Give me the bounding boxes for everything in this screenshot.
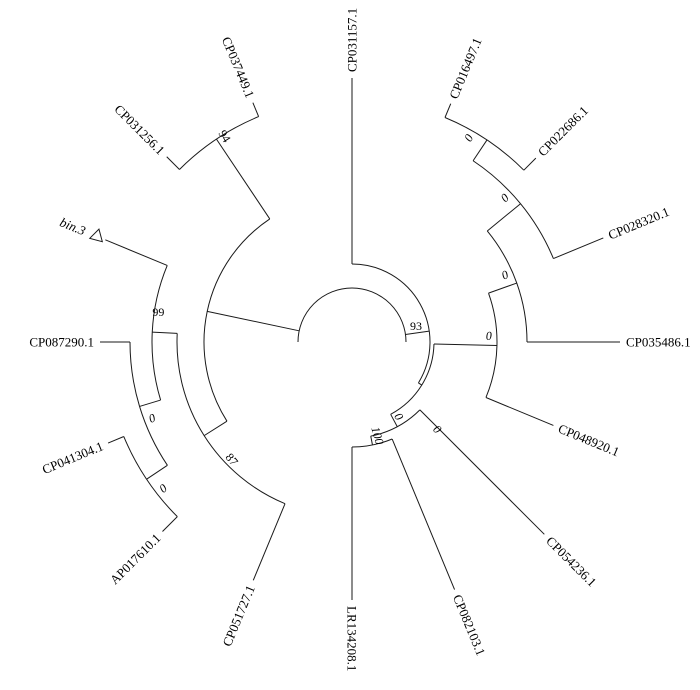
- taxon-label-cp037449-1: CP037449.1: [219, 35, 258, 100]
- taxon-label-cp031157-1: CP031157.1: [345, 8, 360, 72]
- support-value-0: 0: [498, 191, 512, 205]
- taxon-label-cp082103-1: CP082103.1: [450, 592, 489, 657]
- taxon-label-cp016497-1: CP016497.1: [446, 35, 485, 100]
- taxon-label-ap017610-1: AP017610.1: [107, 530, 164, 587]
- taxon-label-cp054236-1: CP054236.1: [543, 533, 599, 589]
- support-value-0: 0: [486, 329, 493, 343]
- taxon-label-cp028320-1: CP028320.1: [606, 204, 671, 243]
- taxon-label-cp041304-1: CP041304.1: [40, 438, 105, 477]
- support-value-100: 100: [368, 425, 386, 446]
- support-value-99: 99: [152, 305, 164, 319]
- bin3-triangle-marker: [88, 228, 104, 243]
- support-value-87: 87: [223, 450, 241, 468]
- tree-edges: [100, 78, 620, 600]
- support-value-0: 0: [461, 132, 476, 144]
- taxon-label-cp035486-1: CP035486.1: [626, 335, 691, 350]
- taxon-label-lr134208-1: LR134208.1: [345, 606, 360, 671]
- taxon-label-cp087290-1: CP087290.1: [29, 335, 94, 350]
- taxon-label-cp048920-1: CP048920.1: [556, 421, 621, 460]
- support-value-0: 0: [147, 411, 158, 426]
- support-value-0: 0: [499, 267, 510, 282]
- taxon-label-cp051727-1: CP051727.1: [219, 583, 258, 648]
- taxon-label-cp022686-1: CP022686.1: [535, 103, 591, 159]
- support-value-93: 93: [410, 319, 422, 333]
- support-value-0: 0: [430, 422, 444, 436]
- taxon-label-cp031256-1: CP031256.1: [111, 101, 167, 157]
- support-value-0: 0: [156, 481, 169, 496]
- taxon-label-bin-3: bin.3: [58, 214, 89, 238]
